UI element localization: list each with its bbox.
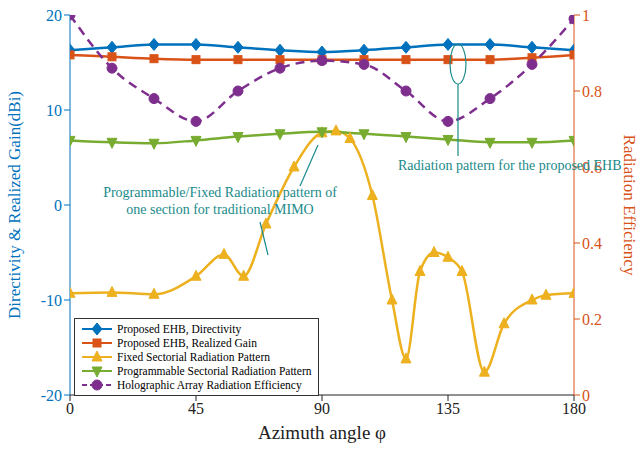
svg-text:180: 180 [562, 400, 586, 418]
html-text:Proposed EHB, Realized Gain: Proposed EHB, Realized Gain [117, 337, 257, 349]
svg-text:0: 0 [66, 400, 74, 417]
html-text:Proposed EHB, Directivity: Proposed EHB, Directivity [117, 323, 242, 335]
svg-text:0: 0 [582, 387, 590, 404]
svg-text:0.2: 0.2 [582, 311, 602, 328]
svg-text:0.4: 0.4 [582, 235, 602, 252]
svg-text:20: 20 [46, 7, 62, 24]
svg-text:45: 45 [188, 400, 204, 417]
svg-text:-10: -10 [41, 292, 62, 309]
svg-text:Azimuth angle φ: Azimuth angle φ [258, 422, 386, 443]
svg-text:1: 1 [582, 7, 590, 24]
svg-text:-20: -20 [41, 387, 62, 404]
svg-text:Radiation Efficiency: Radiation Efficiency [620, 135, 632, 276]
svg-text:0.8: 0.8 [582, 83, 602, 100]
svg-text:135: 135 [436, 400, 460, 417]
svg-text:90: 90 [314, 400, 330, 417]
svg-text:0: 0 [54, 197, 62, 214]
html-text:Programmable Sectorial Radiati: Programmable Sectorial Radiation Pattern [117, 365, 312, 377]
html-text:Fixed Sectorial Radiation Patt: Fixed Sectorial Radiation Pattern [117, 351, 270, 363]
html-text:Holographic Array Radiation Ef: Holographic Array Radiation Efficiency [117, 379, 302, 391]
html-text:Programmable/Fixed Radiation p: Programmable/Fixed Radiation pattern of … [103, 185, 337, 217]
svg-text:10: 10 [46, 102, 62, 119]
svg-text:Directivity & Realized Gain(dB: Directivity & Realized Gain(dBi) [8, 91, 24, 319]
html-text:Radiation pattern for the prop: Radiation pattern for the proposed EHB [398, 158, 622, 173]
